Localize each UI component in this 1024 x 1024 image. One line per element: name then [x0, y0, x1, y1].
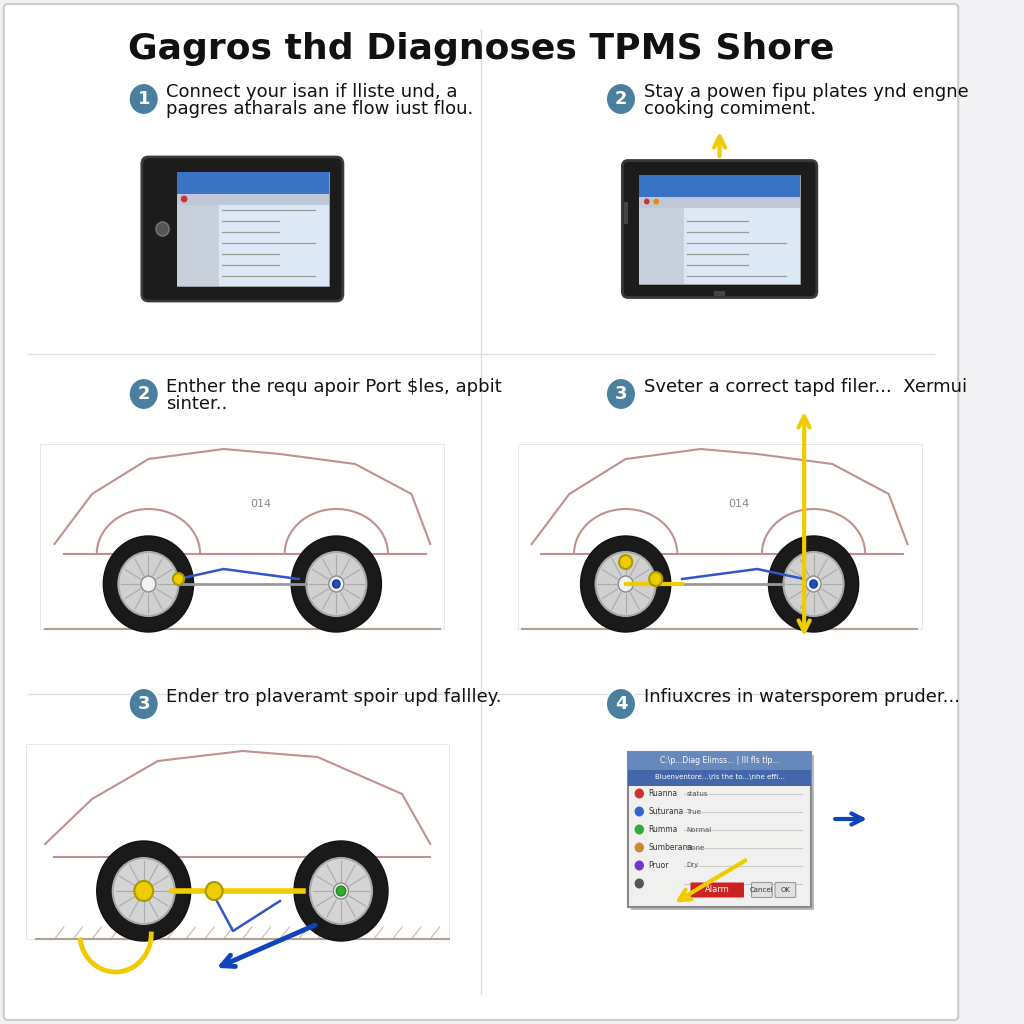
Circle shape [156, 222, 169, 236]
Text: pagres atharals ane flow iust flou.: pagres atharals ane flow iust flou. [166, 100, 473, 118]
Text: Bluenventore...\rls the to...\nhe effi...: Bluenventore...\rls the to...\nhe effi..… [654, 774, 784, 780]
Circle shape [620, 555, 632, 569]
Circle shape [806, 575, 821, 592]
Circle shape [291, 536, 381, 632]
Text: Infiuxcres in watersporem pruder...: Infiuxcres in watersporem pruder... [643, 688, 959, 706]
FancyBboxPatch shape [517, 444, 922, 629]
Text: None: None [686, 845, 705, 851]
Circle shape [635, 879, 644, 889]
Text: status: status [686, 791, 708, 797]
Circle shape [136, 883, 152, 899]
FancyBboxPatch shape [625, 202, 628, 224]
Text: 014: 014 [728, 499, 749, 509]
Text: 4: 4 [614, 695, 628, 713]
Circle shape [119, 552, 178, 616]
Circle shape [653, 199, 659, 205]
Text: Pruor: Pruor [648, 861, 669, 870]
Text: Cancel: Cancel [750, 887, 774, 893]
Circle shape [141, 575, 156, 592]
Text: Alarm: Alarm [706, 886, 730, 895]
Circle shape [134, 881, 154, 901]
FancyBboxPatch shape [176, 172, 329, 194]
Circle shape [768, 536, 859, 632]
Circle shape [581, 536, 671, 632]
Text: Ender tro plaveramt spoir upd fallley.: Ender tro plaveramt spoir upd fallley. [166, 688, 502, 706]
Circle shape [173, 573, 184, 585]
Circle shape [310, 858, 372, 924]
Circle shape [606, 378, 636, 410]
Text: 3: 3 [614, 385, 628, 403]
Circle shape [810, 580, 817, 588]
FancyBboxPatch shape [176, 172, 329, 286]
Circle shape [635, 788, 644, 799]
Circle shape [606, 83, 636, 115]
FancyBboxPatch shape [628, 752, 811, 906]
Text: Rumma: Rumma [648, 825, 678, 834]
Circle shape [306, 552, 367, 616]
Text: C:\p...Diag Elimss... | lll fls tlp...: C:\p...Diag Elimss... | lll fls tlp... [659, 756, 779, 765]
Text: Sveter a correct tapd filer...  Xermui: Sveter a correct tapd filer... Xermui [643, 378, 967, 396]
Text: 014: 014 [251, 499, 271, 509]
Circle shape [329, 575, 344, 592]
Text: OK: OK [780, 887, 791, 893]
Text: 3: 3 [137, 695, 150, 713]
Text: Gagros thd Diagnoses TPMS Shore: Gagros thd Diagnoses TPMS Shore [128, 32, 835, 66]
Circle shape [606, 688, 636, 720]
Circle shape [644, 199, 649, 205]
FancyBboxPatch shape [176, 205, 219, 286]
Circle shape [635, 843, 644, 853]
Circle shape [96, 841, 190, 941]
FancyBboxPatch shape [176, 194, 329, 205]
Text: sinter..: sinter.. [166, 395, 227, 413]
Circle shape [635, 807, 644, 816]
FancyBboxPatch shape [628, 769, 811, 785]
FancyBboxPatch shape [142, 157, 343, 301]
Circle shape [129, 378, 159, 410]
Circle shape [129, 688, 159, 720]
FancyBboxPatch shape [714, 291, 725, 296]
Circle shape [206, 882, 222, 900]
Circle shape [333, 580, 340, 588]
FancyBboxPatch shape [775, 883, 796, 897]
FancyBboxPatch shape [623, 161, 817, 298]
Circle shape [129, 83, 159, 115]
Circle shape [334, 883, 348, 899]
Circle shape [103, 536, 194, 632]
FancyBboxPatch shape [639, 197, 800, 208]
Circle shape [113, 858, 175, 924]
Circle shape [635, 860, 644, 870]
Text: Sumberana: Sumberana [648, 843, 693, 852]
Circle shape [649, 572, 663, 586]
Text: Dry: Dry [686, 862, 698, 868]
Text: Stay a powen fipu plates ynd engne: Stay a powen fipu plates ynd engne [643, 83, 969, 101]
FancyBboxPatch shape [631, 755, 814, 909]
Text: Ruanna: Ruanna [648, 790, 678, 798]
FancyBboxPatch shape [40, 444, 444, 629]
Text: Connect your isan if lliste und, a: Connect your isan if lliste und, a [166, 83, 458, 101]
Text: Normal: Normal [686, 826, 712, 833]
Circle shape [783, 552, 844, 616]
FancyBboxPatch shape [752, 883, 772, 897]
Circle shape [181, 196, 187, 203]
Text: True: True [686, 809, 701, 814]
FancyBboxPatch shape [639, 208, 684, 284]
Circle shape [618, 575, 633, 592]
FancyBboxPatch shape [639, 174, 800, 284]
Text: 2: 2 [137, 385, 150, 403]
FancyBboxPatch shape [27, 744, 450, 939]
Text: Enther the requ apoir Port $les, apbit: Enther the requ apoir Port $les, apbit [166, 378, 502, 396]
Text: 1: 1 [137, 90, 150, 108]
FancyBboxPatch shape [628, 752, 811, 769]
Circle shape [336, 886, 346, 896]
FancyBboxPatch shape [4, 4, 958, 1020]
Circle shape [596, 552, 655, 616]
Text: 2: 2 [614, 90, 628, 108]
Text: Suturana: Suturana [648, 807, 684, 816]
Circle shape [635, 824, 644, 835]
FancyBboxPatch shape [639, 174, 800, 197]
FancyBboxPatch shape [690, 883, 744, 897]
Text: cooking comiment.: cooking comiment. [643, 100, 816, 118]
Circle shape [294, 841, 388, 941]
